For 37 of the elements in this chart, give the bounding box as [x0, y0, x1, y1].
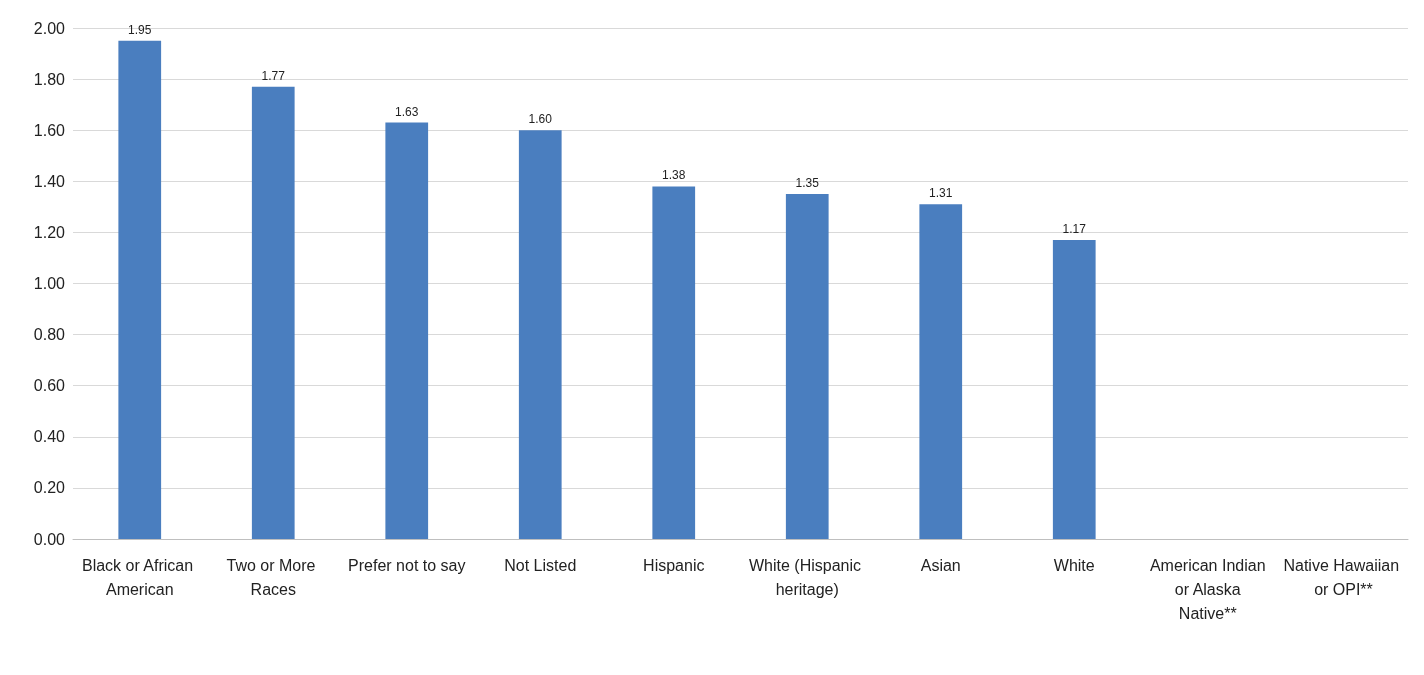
bar: [118, 40, 162, 539]
x-tick-label: Asian: [920, 556, 961, 574]
bar: [919, 204, 963, 539]
y-tick-label: 1.80: [33, 70, 66, 88]
y-tick-label: 0.20: [33, 479, 66, 497]
y-tick-label: 0.60: [33, 377, 66, 395]
data-label: 1.77: [261, 68, 286, 83]
y-tick-label: 0.40: [33, 428, 66, 446]
bar: [518, 130, 562, 539]
x-tick-label: Prefer not to say: [348, 556, 466, 574]
data-label: 1.17: [1062, 222, 1087, 237]
data-label: 1.95: [128, 22, 152, 37]
x-tick-label: White (Hispanic heritage): [749, 556, 866, 598]
y-tick-label: 1.40: [33, 172, 66, 190]
bar: [251, 86, 295, 539]
x-tick-label: Hispanic: [643, 556, 705, 574]
x-tick-label: Black or African American: [81, 556, 198, 598]
x-tick-label: Two or More Races: [226, 556, 320, 598]
data-label: 1.38: [662, 168, 686, 183]
data-label: 1.63: [395, 104, 419, 119]
x-tick-label: Native Hawaiian or OPI**: [1283, 556, 1400, 598]
bar: [385, 122, 429, 539]
y-tick-label: 0.00: [33, 530, 66, 548]
data-label: 1.60: [528, 112, 553, 127]
data-label: 1.31: [929, 186, 953, 201]
x-tick-label: White: [1053, 556, 1095, 574]
x-tick-label: Not Listed: [504, 556, 577, 574]
y-tick-label: 1.20: [33, 223, 66, 241]
y-tick-label: 1.60: [33, 121, 66, 139]
bar: [1052, 240, 1096, 539]
bar: [785, 194, 829, 539]
bar: [652, 186, 696, 539]
x-tick-label: American Indian or Alaska Native**: [1149, 556, 1266, 622]
y-tick-label: 1.00: [33, 275, 66, 292]
y-tick-label: 2.00: [33, 19, 66, 37]
data-label: 1.35: [795, 176, 820, 191]
y-tick-label: 0.80: [33, 326, 66, 344]
